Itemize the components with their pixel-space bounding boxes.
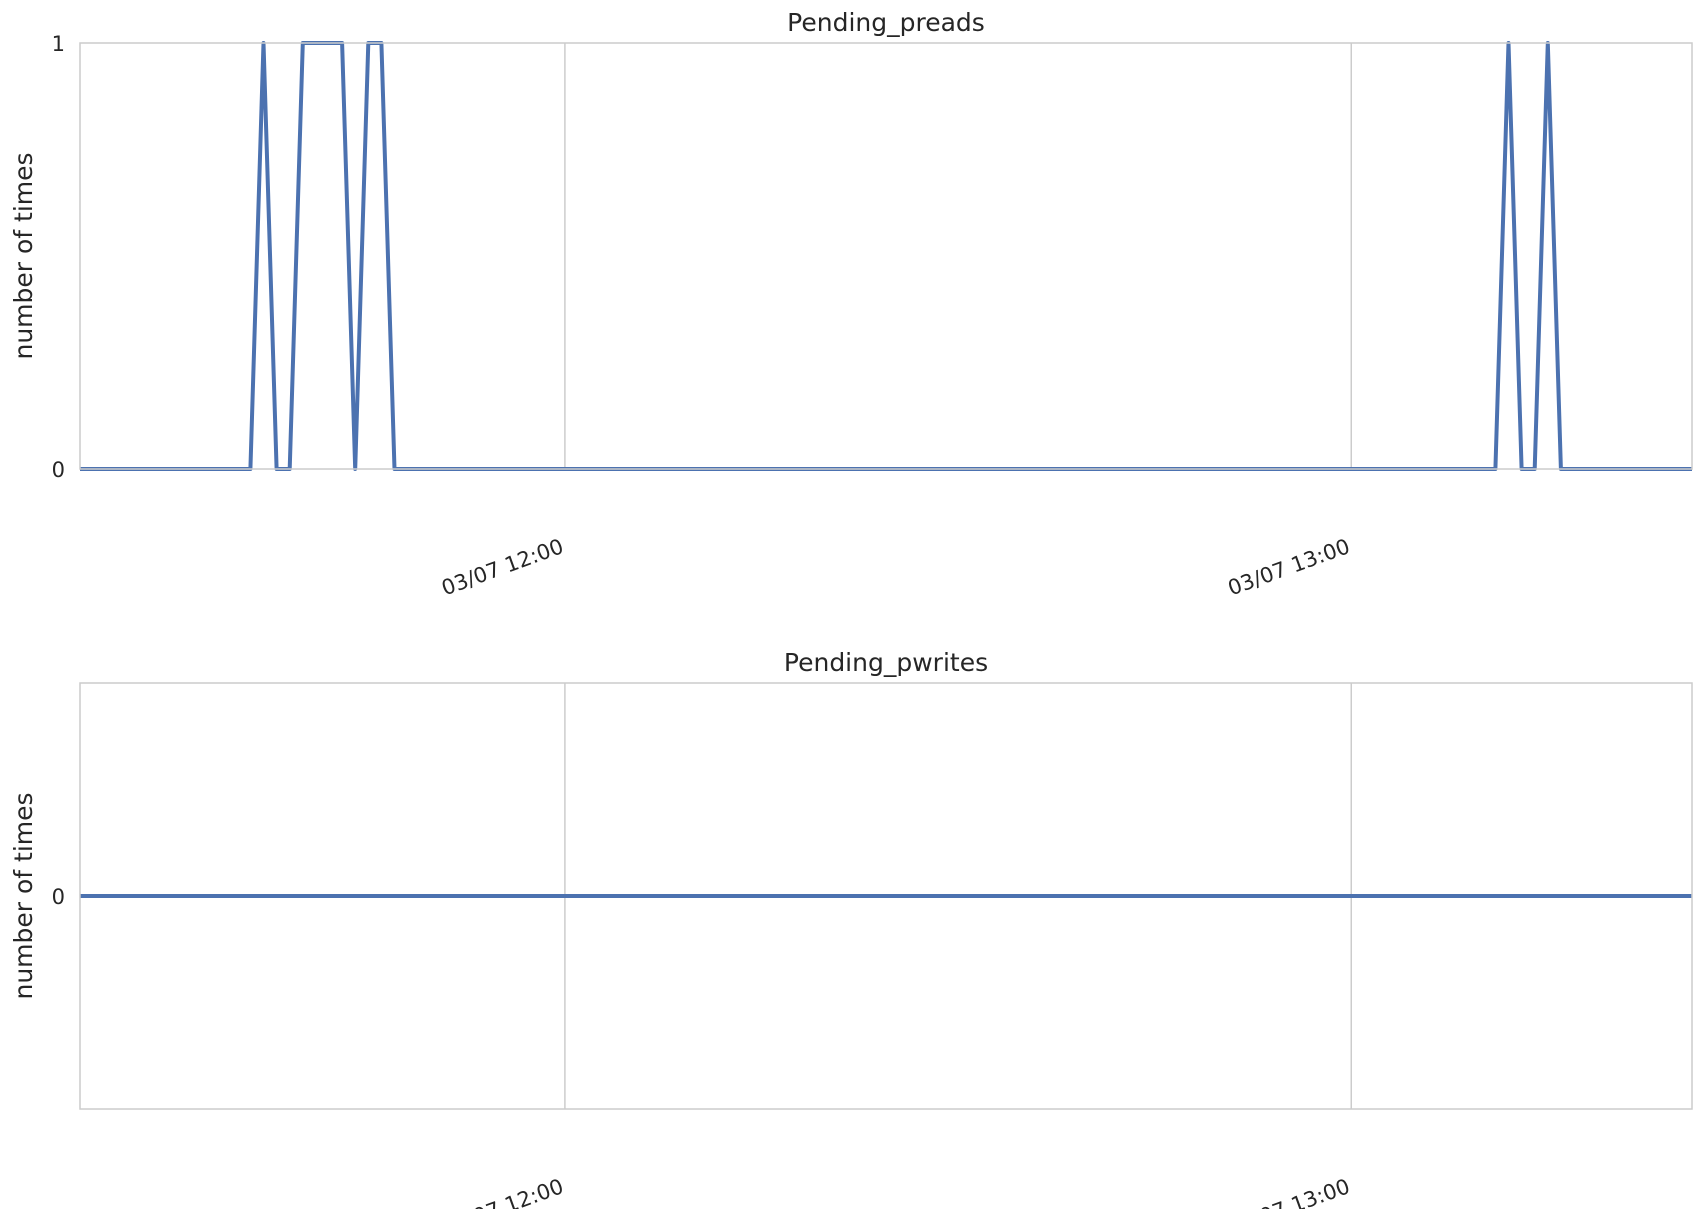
chart-title: Pending_preads [787,8,985,37]
y-tick-label: 1 [52,32,65,56]
plot-frame [79,42,1693,470]
plot-frame [79,682,1693,1110]
chart-title: Pending_pwrites [784,648,988,677]
y-tick-label: 0 [52,885,65,909]
y-tick-label: 0 [52,458,65,482]
y-axis-label: number of times [9,792,38,999]
y-axis-label: number of times [9,152,38,359]
